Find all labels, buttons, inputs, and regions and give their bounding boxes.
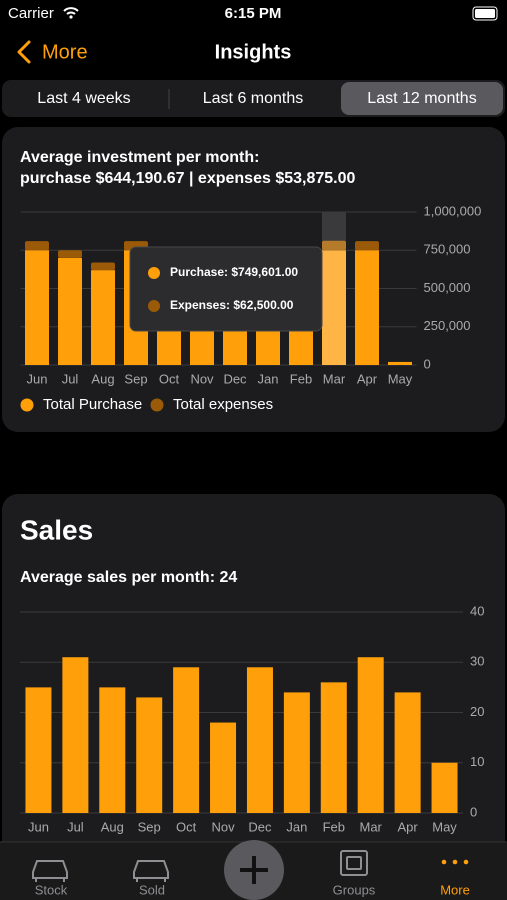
bar [283,692,310,813]
x-tick-label: Oct [159,371,180,386]
x-tick-label: Jan [258,371,279,386]
legend-marker [20,398,34,412]
groups-icon[interactable] [340,850,368,876]
x-tick-label: Feb [290,371,312,386]
x-tick-label: Dec [248,819,272,834]
x-tick-label: Apr [398,819,419,834]
x-tick-label: Sep [124,371,147,386]
y-tick-label: 0 [424,356,431,371]
tooltip-marker [148,267,160,279]
y-tick-label: 30 [470,654,484,669]
tooltip [129,246,323,332]
back-button[interactable]: More [42,41,88,63]
x-tick-label: Apr [357,371,378,386]
bar [357,657,384,813]
bar-segment [25,250,49,365]
y-tick-label: 500,000 [424,280,471,295]
x-tick-label: May [388,371,413,386]
bar-segment [58,257,82,365]
tab-label[interactable]: Sold [139,882,165,897]
x-tick-label: Mar [323,371,346,386]
y-tick-label: 750,000 [424,242,471,257]
more-dot [463,859,469,865]
chart-title: Sales [20,514,93,545]
x-tick-label: Oct [176,819,197,834]
tab-label[interactable]: More [440,882,470,897]
bar-segment [91,262,115,271]
x-tick-label: May [432,819,457,834]
y-tick-label: 1,000,000 [424,203,482,218]
bar-segment [322,250,346,365]
bar-segment [355,241,379,251]
y-tick-label: 20 [470,704,484,719]
chart-subtitle: purchase $644,190.67 | expenses $53,875.… [20,170,355,187]
x-tick-label: Jul [67,819,84,834]
carrier: Carrier [8,5,54,22]
sold-icon[interactable] [133,860,169,882]
x-tick-label: Mar [360,819,383,834]
tab-label[interactable]: Stock [35,882,68,897]
legend-marker [150,398,164,412]
back-chevron[interactable] [17,40,31,64]
bar [62,657,89,813]
x-tick-label: Jul [62,371,79,386]
bar-segment [25,241,49,251]
tooltip-text: Purchase: $749,601.00 [170,265,298,279]
x-tick-label: Jan [286,819,307,834]
segment-selected [341,82,503,115]
x-tick-label: Dec [223,371,247,386]
bar [320,682,347,813]
battery-level [475,9,495,18]
wifi-dot [69,15,73,19]
legend-label: Total Purchase [43,396,142,413]
y-tick-label: 10 [470,754,484,769]
segment[interactable]: Last 12 months [367,90,476,107]
tab-label[interactable]: Groups [333,882,376,897]
more-dot [452,859,458,865]
segment[interactable]: Last 4 weeks [37,90,130,107]
bar-segment [91,270,115,365]
bar-segment [355,250,379,365]
bar [431,762,458,813]
more-dot [441,859,447,865]
tooltip-text: Expenses: $62,500.00 [170,298,294,312]
tooltip-marker [148,300,160,312]
y-tick-label: 0 [470,804,477,819]
groups-icon-inner [346,856,362,870]
x-tick-label: Jun [28,819,49,834]
x-tick-label: Jun [27,371,48,386]
bar [173,667,200,813]
battery [472,6,498,21]
bar-segment [388,361,412,365]
x-tick-label: Aug [101,819,124,834]
y-tick-label: 250,000 [424,318,471,333]
bar [25,687,52,813]
bar [246,667,273,813]
bar [99,687,126,813]
legend-label: Total expenses [173,396,273,413]
y-tick-label: 40 [470,603,484,618]
x-tick-label: Nov [211,819,235,834]
bar [136,697,163,813]
bar [394,692,421,813]
segment[interactable]: Last 6 months [203,90,304,107]
stock-icon[interactable] [32,860,68,882]
nav-title: Insights [215,41,292,63]
add-icon [240,856,268,884]
clock: 6:15 PM [225,5,282,22]
x-tick-label: Aug [91,371,114,386]
chart-title: Average investment per month: [20,149,259,166]
bar-segment [58,250,82,258]
wifi-icon [63,7,79,15]
x-tick-label: Feb [323,819,345,834]
chart-subtitle: Average sales per month: 24 [20,569,237,586]
x-tick-label: Sep [138,819,161,834]
x-tick-label: Nov [190,371,214,386]
bar [210,722,237,813]
bar-segment [322,240,346,251]
